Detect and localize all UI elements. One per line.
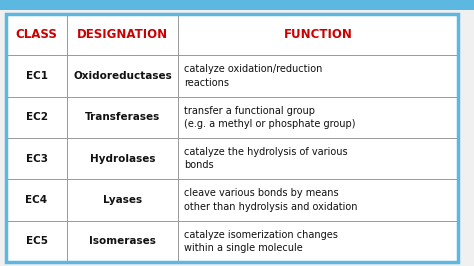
Text: EC4: EC4 <box>26 195 47 205</box>
Text: catalyze isomerization changes
within a single molecule: catalyze isomerization changes within a … <box>184 230 337 253</box>
Bar <box>0 0 474 10</box>
Text: Transferases: Transferases <box>85 112 160 122</box>
Text: Oxidoreductases: Oxidoreductases <box>73 71 172 81</box>
Text: catalyze oxidation/reduction
reactions: catalyze oxidation/reduction reactions <box>184 64 322 88</box>
Text: CLASS: CLASS <box>16 28 57 41</box>
Text: Lyases: Lyases <box>103 195 142 205</box>
Text: Hydrolases: Hydrolases <box>90 154 155 164</box>
Text: DESIGNATION: DESIGNATION <box>77 28 168 41</box>
Text: cleave various bonds by means
other than hydrolysis and oxidation: cleave various bonds by means other than… <box>184 188 357 211</box>
Text: Isomerases: Isomerases <box>89 236 156 246</box>
Text: EC5: EC5 <box>26 236 47 246</box>
Text: catalyze the hydrolysis of various
bonds: catalyze the hydrolysis of various bonds <box>184 147 347 170</box>
Text: EC1: EC1 <box>26 71 47 81</box>
Text: FUNCTION: FUNCTION <box>283 28 352 41</box>
Text: EC3: EC3 <box>26 154 47 164</box>
Text: transfer a functional group
(e.g. a methyl or phosphate group): transfer a functional group (e.g. a meth… <box>184 106 355 129</box>
Text: EC2: EC2 <box>26 112 47 122</box>
